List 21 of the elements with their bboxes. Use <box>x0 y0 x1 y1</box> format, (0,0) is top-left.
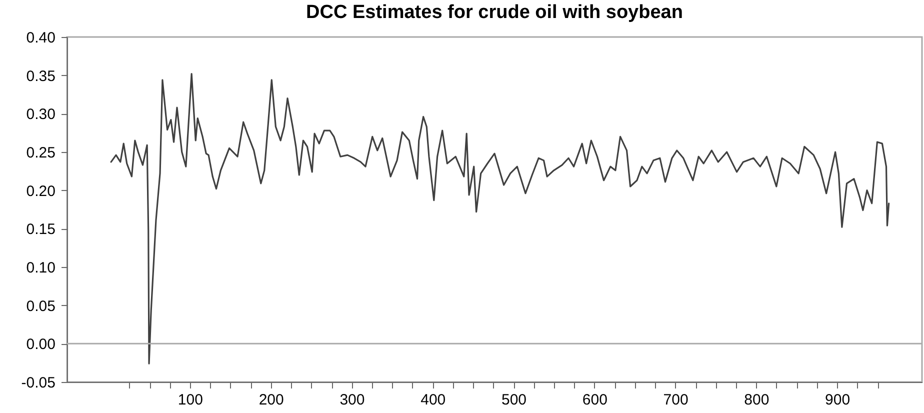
y-tick-label: 0.40 <box>26 30 56 46</box>
y-tick-label: 0.10 <box>26 260 56 276</box>
x-tick-label: 300 <box>340 392 365 408</box>
y-tick-label: 0.35 <box>26 68 56 85</box>
x-tick-label: 800 <box>744 392 770 408</box>
y-tick-label: 0.00 <box>26 336 56 354</box>
x-tick-label: 900 <box>825 392 850 408</box>
y-tick-label: 0.20 <box>26 182 56 200</box>
x-tick-label: 400 <box>420 392 446 408</box>
y-tick-label: -0.05 <box>21 374 56 392</box>
y-tick-label: 0.30 <box>26 106 56 124</box>
y-tick-label: 0.05 <box>26 298 56 315</box>
line-series <box>110 73 890 364</box>
y-tick-label: 0.25 <box>26 144 56 162</box>
chart-title: DCC Estimates for crude oil with soybean <box>306 2 683 23</box>
x-tick-label: 500 <box>501 392 527 408</box>
x-tick-label: 700 <box>663 392 688 408</box>
x-tick-label: 600 <box>582 392 608 408</box>
x-tick-label: 200 <box>258 392 284 408</box>
y-tick-label: 0.15 <box>26 221 56 238</box>
x-tick-label: 100 <box>178 392 203 408</box>
